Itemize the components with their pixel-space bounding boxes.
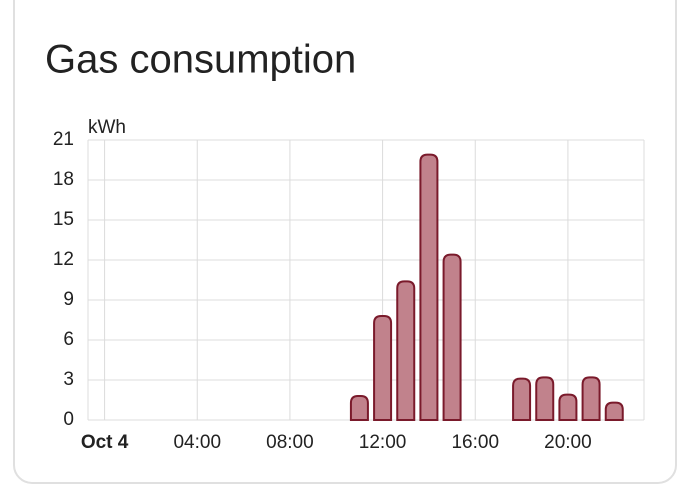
y-axis-label: kWh — [88, 117, 126, 138]
x-tick-label: 04:00 — [173, 432, 221, 453]
x-tick-label: 12:00 — [359, 432, 407, 453]
y-tick-label: 15 — [53, 209, 74, 230]
bar — [535, 376, 555, 421]
bar — [604, 401, 624, 421]
bar — [581, 376, 601, 421]
bar — [558, 393, 578, 421]
chart-title: Gas consumption — [45, 38, 356, 82]
x-tick-label: 20:00 — [544, 432, 592, 453]
bar — [419, 153, 439, 421]
bar — [442, 253, 462, 421]
x-tick-label: Oct 4 — [81, 432, 129, 453]
y-tick-label: 21 — [53, 129, 74, 150]
y-tick-label: 0 — [63, 409, 74, 430]
y-tick-label: 3 — [63, 369, 74, 390]
bar — [349, 395, 369, 421]
bar — [396, 280, 416, 421]
y-tick-label: 12 — [53, 249, 74, 270]
y-tick-label: 18 — [53, 169, 74, 190]
x-tick-label: 08:00 — [266, 432, 314, 453]
y-tick-label: 6 — [63, 329, 74, 350]
bar — [373, 315, 393, 421]
card — [13, 0, 677, 484]
bar — [512, 377, 532, 421]
x-tick-label: 16:00 — [451, 432, 499, 453]
y-tick-label: 9 — [63, 289, 74, 310]
